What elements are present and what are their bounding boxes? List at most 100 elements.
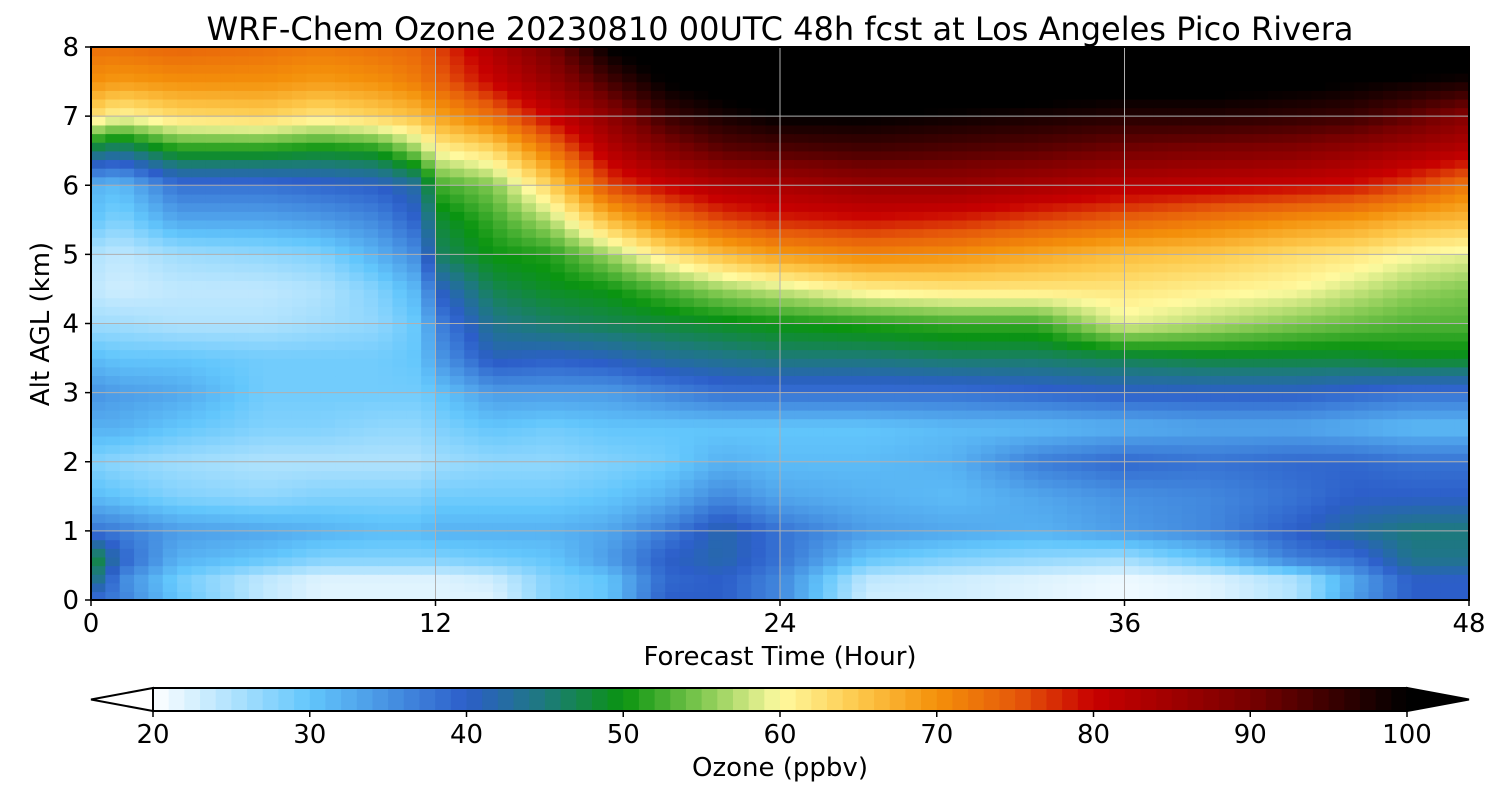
heatmap-cell [1339, 202, 1355, 212]
heatmap-cell [1024, 167, 1040, 178]
heatmap-cell [995, 435, 1011, 446]
heatmap-cell [980, 375, 997, 385]
heatmap-cell [823, 237, 839, 247]
heatmap-cell [191, 366, 207, 377]
heatmap-cell [1425, 574, 1441, 584]
heatmap-cell [1440, 228, 1456, 238]
heatmap-cell [1095, 496, 1111, 506]
heatmap-cell [335, 202, 351, 212]
heatmap-cell [1325, 167, 1341, 178]
heatmap-cell [277, 211, 293, 221]
heatmap-cell [1052, 479, 1068, 489]
heatmap-cell [823, 487, 839, 498]
heatmap-cell [866, 461, 882, 472]
heatmap-cell [1009, 167, 1025, 178]
heatmap-cell [1296, 263, 1312, 273]
heatmap-cell [1253, 375, 1269, 385]
heatmap-cell [320, 349, 336, 359]
heatmap-cell [794, 228, 810, 238]
heatmap-cell [937, 461, 953, 472]
heatmap-cell [1239, 409, 1255, 420]
heatmap-cell [736, 453, 752, 463]
heatmap-cell [1268, 280, 1284, 290]
heatmap-cell [550, 202, 566, 212]
heatmap-cell [564, 574, 580, 584]
heatmap-cell [679, 167, 695, 178]
heatmap-cell [780, 323, 796, 333]
heatmap-cell [607, 202, 623, 212]
heatmap-cell [507, 340, 523, 351]
heatmap-cell [808, 375, 824, 385]
heatmap-cell [1081, 461, 1097, 472]
heatmap-cell [909, 470, 925, 480]
heatmap-cell [593, 150, 609, 161]
heatmap-cell [119, 211, 135, 221]
heatmap-cell [622, 418, 638, 428]
heatmap-cell [1282, 444, 1298, 454]
heatmap-cell [550, 548, 566, 558]
heatmap-cell [823, 358, 839, 368]
heatmap-cell [105, 383, 121, 394]
heatmap-cell [535, 167, 552, 178]
heatmap-cell [1268, 401, 1284, 411]
heatmap-cell [780, 306, 796, 316]
heatmap-cell [1024, 340, 1040, 351]
heatmap-cell [1009, 150, 1025, 161]
heatmap-cell [980, 401, 997, 411]
heatmap-cell [808, 185, 824, 195]
heatmap-cell [134, 504, 150, 515]
heatmap-cell [492, 185, 508, 195]
heatmap-cell [1081, 427, 1097, 437]
heatmap-cell [736, 159, 752, 169]
heatmap-cell [1038, 444, 1054, 454]
heatmap-cell [162, 176, 178, 186]
heatmap-cell [105, 297, 121, 307]
heatmap-cell [277, 306, 293, 316]
heatmap-cell [866, 453, 882, 463]
heatmap-cell [406, 254, 422, 264]
heatmap-cell [780, 332, 796, 342]
heatmap-cell [1368, 271, 1384, 281]
heatmap-cell [1153, 392, 1169, 402]
heatmap-cell [105, 185, 121, 195]
heatmap-cell [248, 211, 264, 221]
heatmap-cell [1282, 237, 1298, 247]
heatmap-cell [636, 574, 652, 584]
heatmap-cell [263, 219, 279, 230]
heatmap-cell [162, 237, 178, 247]
heatmap-cell [1282, 392, 1298, 402]
heatmap-cell [1311, 167, 1327, 178]
heatmap-cell [1253, 496, 1269, 506]
heatmap-cell [1124, 530, 1140, 541]
heatmap-cell [492, 435, 508, 446]
heatmap-cell [937, 185, 953, 195]
heatmap-cell [134, 142, 150, 152]
heatmap-cell [980, 444, 997, 454]
heatmap-cell [1153, 366, 1169, 377]
heatmap-cell [880, 409, 896, 420]
heatmap-cell [234, 548, 250, 558]
heatmap-cell [679, 461, 695, 472]
heatmap-cell [1296, 574, 1312, 584]
heatmap-cell [1253, 219, 1269, 230]
heatmap-cell [1224, 453, 1241, 463]
heatmap-cell [966, 556, 982, 567]
heatmap-cell [722, 271, 738, 281]
heatmap-cell [607, 167, 623, 178]
heatmap-cell [1239, 297, 1255, 307]
heatmap-cell [751, 366, 767, 377]
heatmap-cell [148, 522, 164, 532]
heatmap-cell [492, 288, 508, 299]
heatmap-cell [937, 306, 953, 316]
heatmap-cell [1052, 496, 1068, 506]
heatmap-cell [923, 375, 939, 385]
heatmap-cell [579, 453, 595, 463]
heatmap-cell [780, 565, 796, 575]
heatmap-cell [378, 513, 394, 523]
heatmap-cell [679, 314, 695, 325]
heatmap-cell [952, 470, 968, 480]
heatmap-cell [923, 383, 939, 394]
heatmap-cell [607, 193, 623, 204]
heatmap-cell [349, 435, 365, 446]
heatmap-cell [808, 271, 824, 281]
